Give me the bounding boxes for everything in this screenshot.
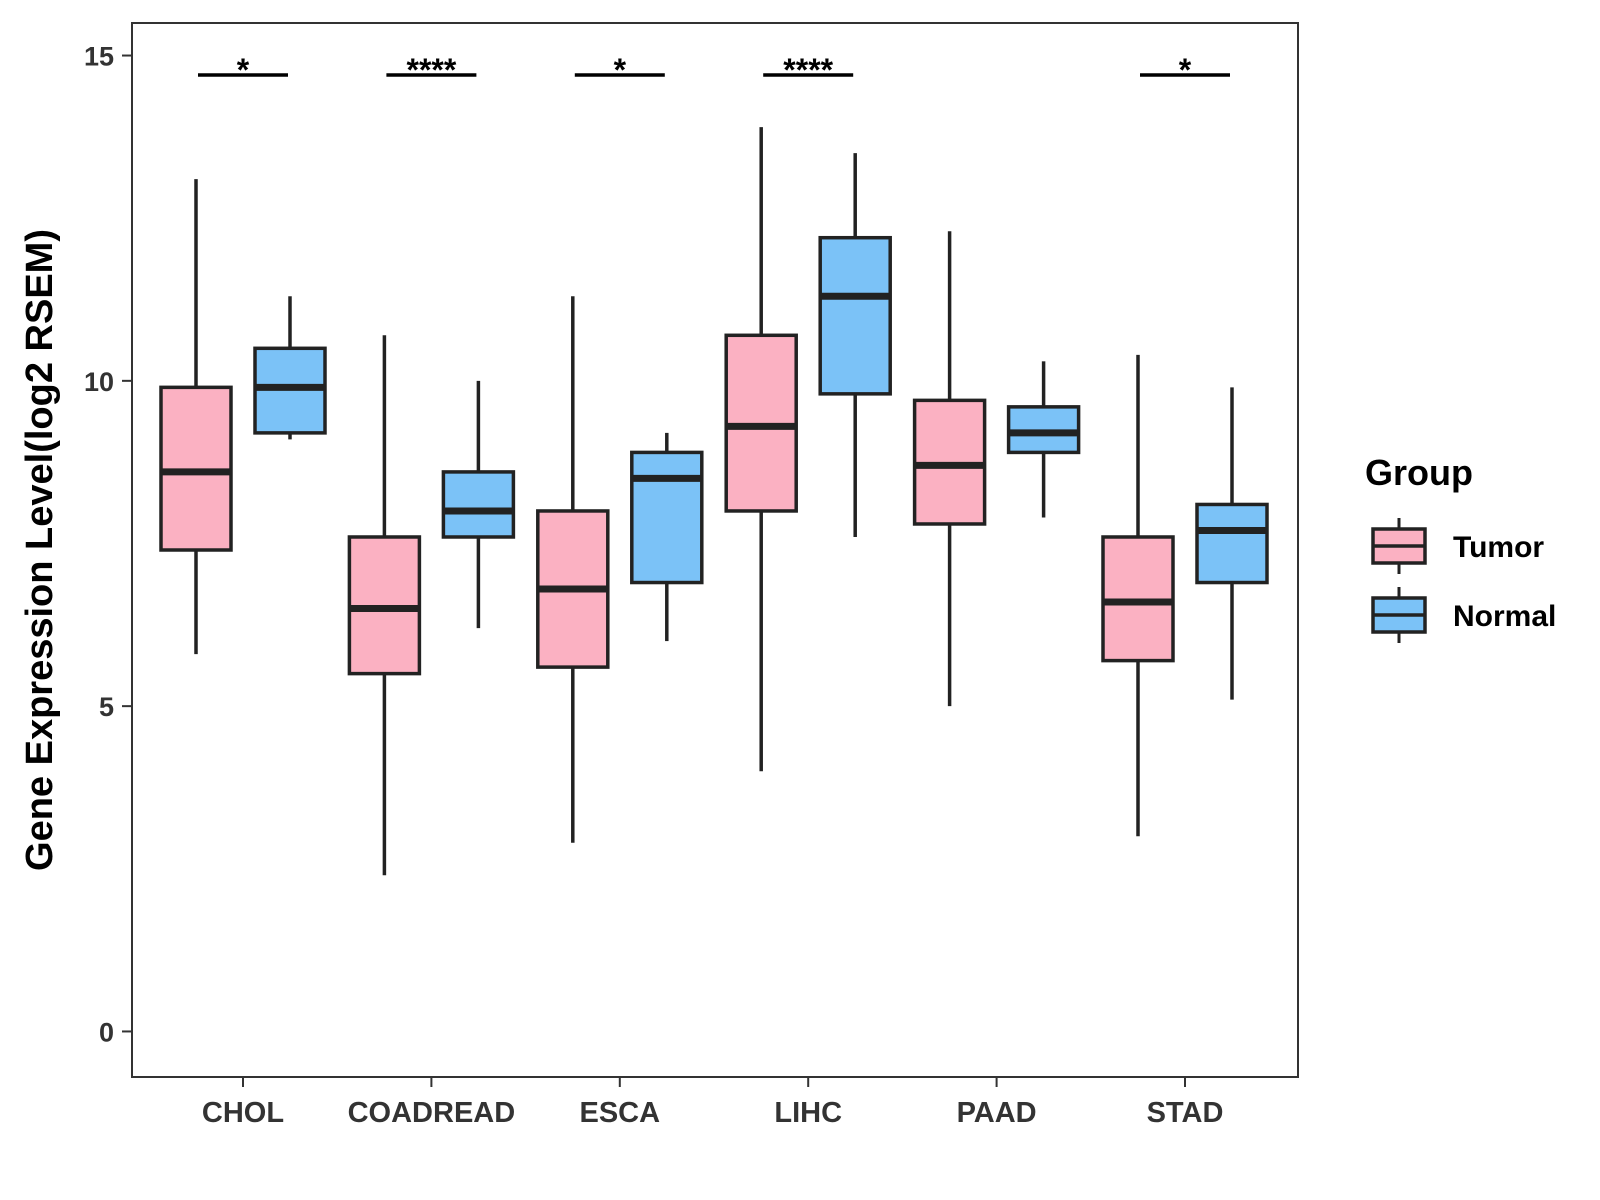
significance-label: * — [1179, 52, 1192, 88]
box-tumor-stad — [1101, 354, 1175, 837]
x-tick-label-paad: PAAD — [957, 1097, 1037, 1129]
box-tumor-lihc — [724, 127, 798, 772]
y-tick-label: 10 — [84, 367, 114, 397]
box-body — [630, 450, 704, 585]
x-tick-label-esca: ESCA — [580, 1097, 661, 1129]
box-normal-coadread — [441, 380, 516, 629]
x-tick-label-chol: CHOL — [202, 1097, 284, 1129]
boxes-layer — [159, 127, 1269, 876]
legend-title: Group — [1365, 452, 1473, 493]
y-axis-title: Gene Expression Level(log2 RSEM) — [19, 229, 61, 871]
box-normal-lihc — [818, 153, 892, 537]
box-body — [441, 470, 516, 539]
box-tumor-chol — [159, 179, 233, 655]
x-tick-label-coadread: COADREAD — [348, 1097, 516, 1129]
legend-item-normal: Normal — [1371, 587, 1556, 643]
box-normal-paad — [1006, 361, 1081, 518]
x-tick-label-stad: STAD — [1147, 1097, 1224, 1129]
box-tumor-paad — [912, 231, 987, 707]
significance-label: * — [614, 52, 627, 88]
legend-label: Tumor — [1453, 531, 1544, 564]
significance-label: **** — [783, 52, 833, 88]
x-tick-label-lihc: LIHC — [774, 1097, 842, 1129]
y-tick-label: 15 — [84, 42, 114, 72]
significance-label: * — [237, 52, 250, 88]
box-normal-esca — [630, 432, 704, 642]
y-axis: 0 5 10 15 — [84, 42, 132, 1047]
box-normal-chol — [253, 296, 327, 440]
legend-item-tumor: Tumor — [1371, 518, 1544, 574]
box-normal-stad — [1195, 387, 1269, 700]
box-body — [818, 235, 892, 396]
significance-label: **** — [406, 52, 456, 88]
box-tumor-coadread — [347, 335, 422, 876]
box-tumor-esca — [536, 296, 610, 843]
y-tick-label: 0 — [99, 1017, 114, 1047]
significance-layer: * **** * **** * — [198, 52, 1230, 88]
legend-label: Normal — [1453, 600, 1556, 633]
y-tick-label: 5 — [99, 692, 114, 722]
box-body — [1195, 502, 1269, 585]
x-axis: CHOL COADREAD ESCA LIHC PAAD STAD — [202, 1077, 1223, 1129]
legend: Group Tumor Normal — [1365, 452, 1556, 643]
